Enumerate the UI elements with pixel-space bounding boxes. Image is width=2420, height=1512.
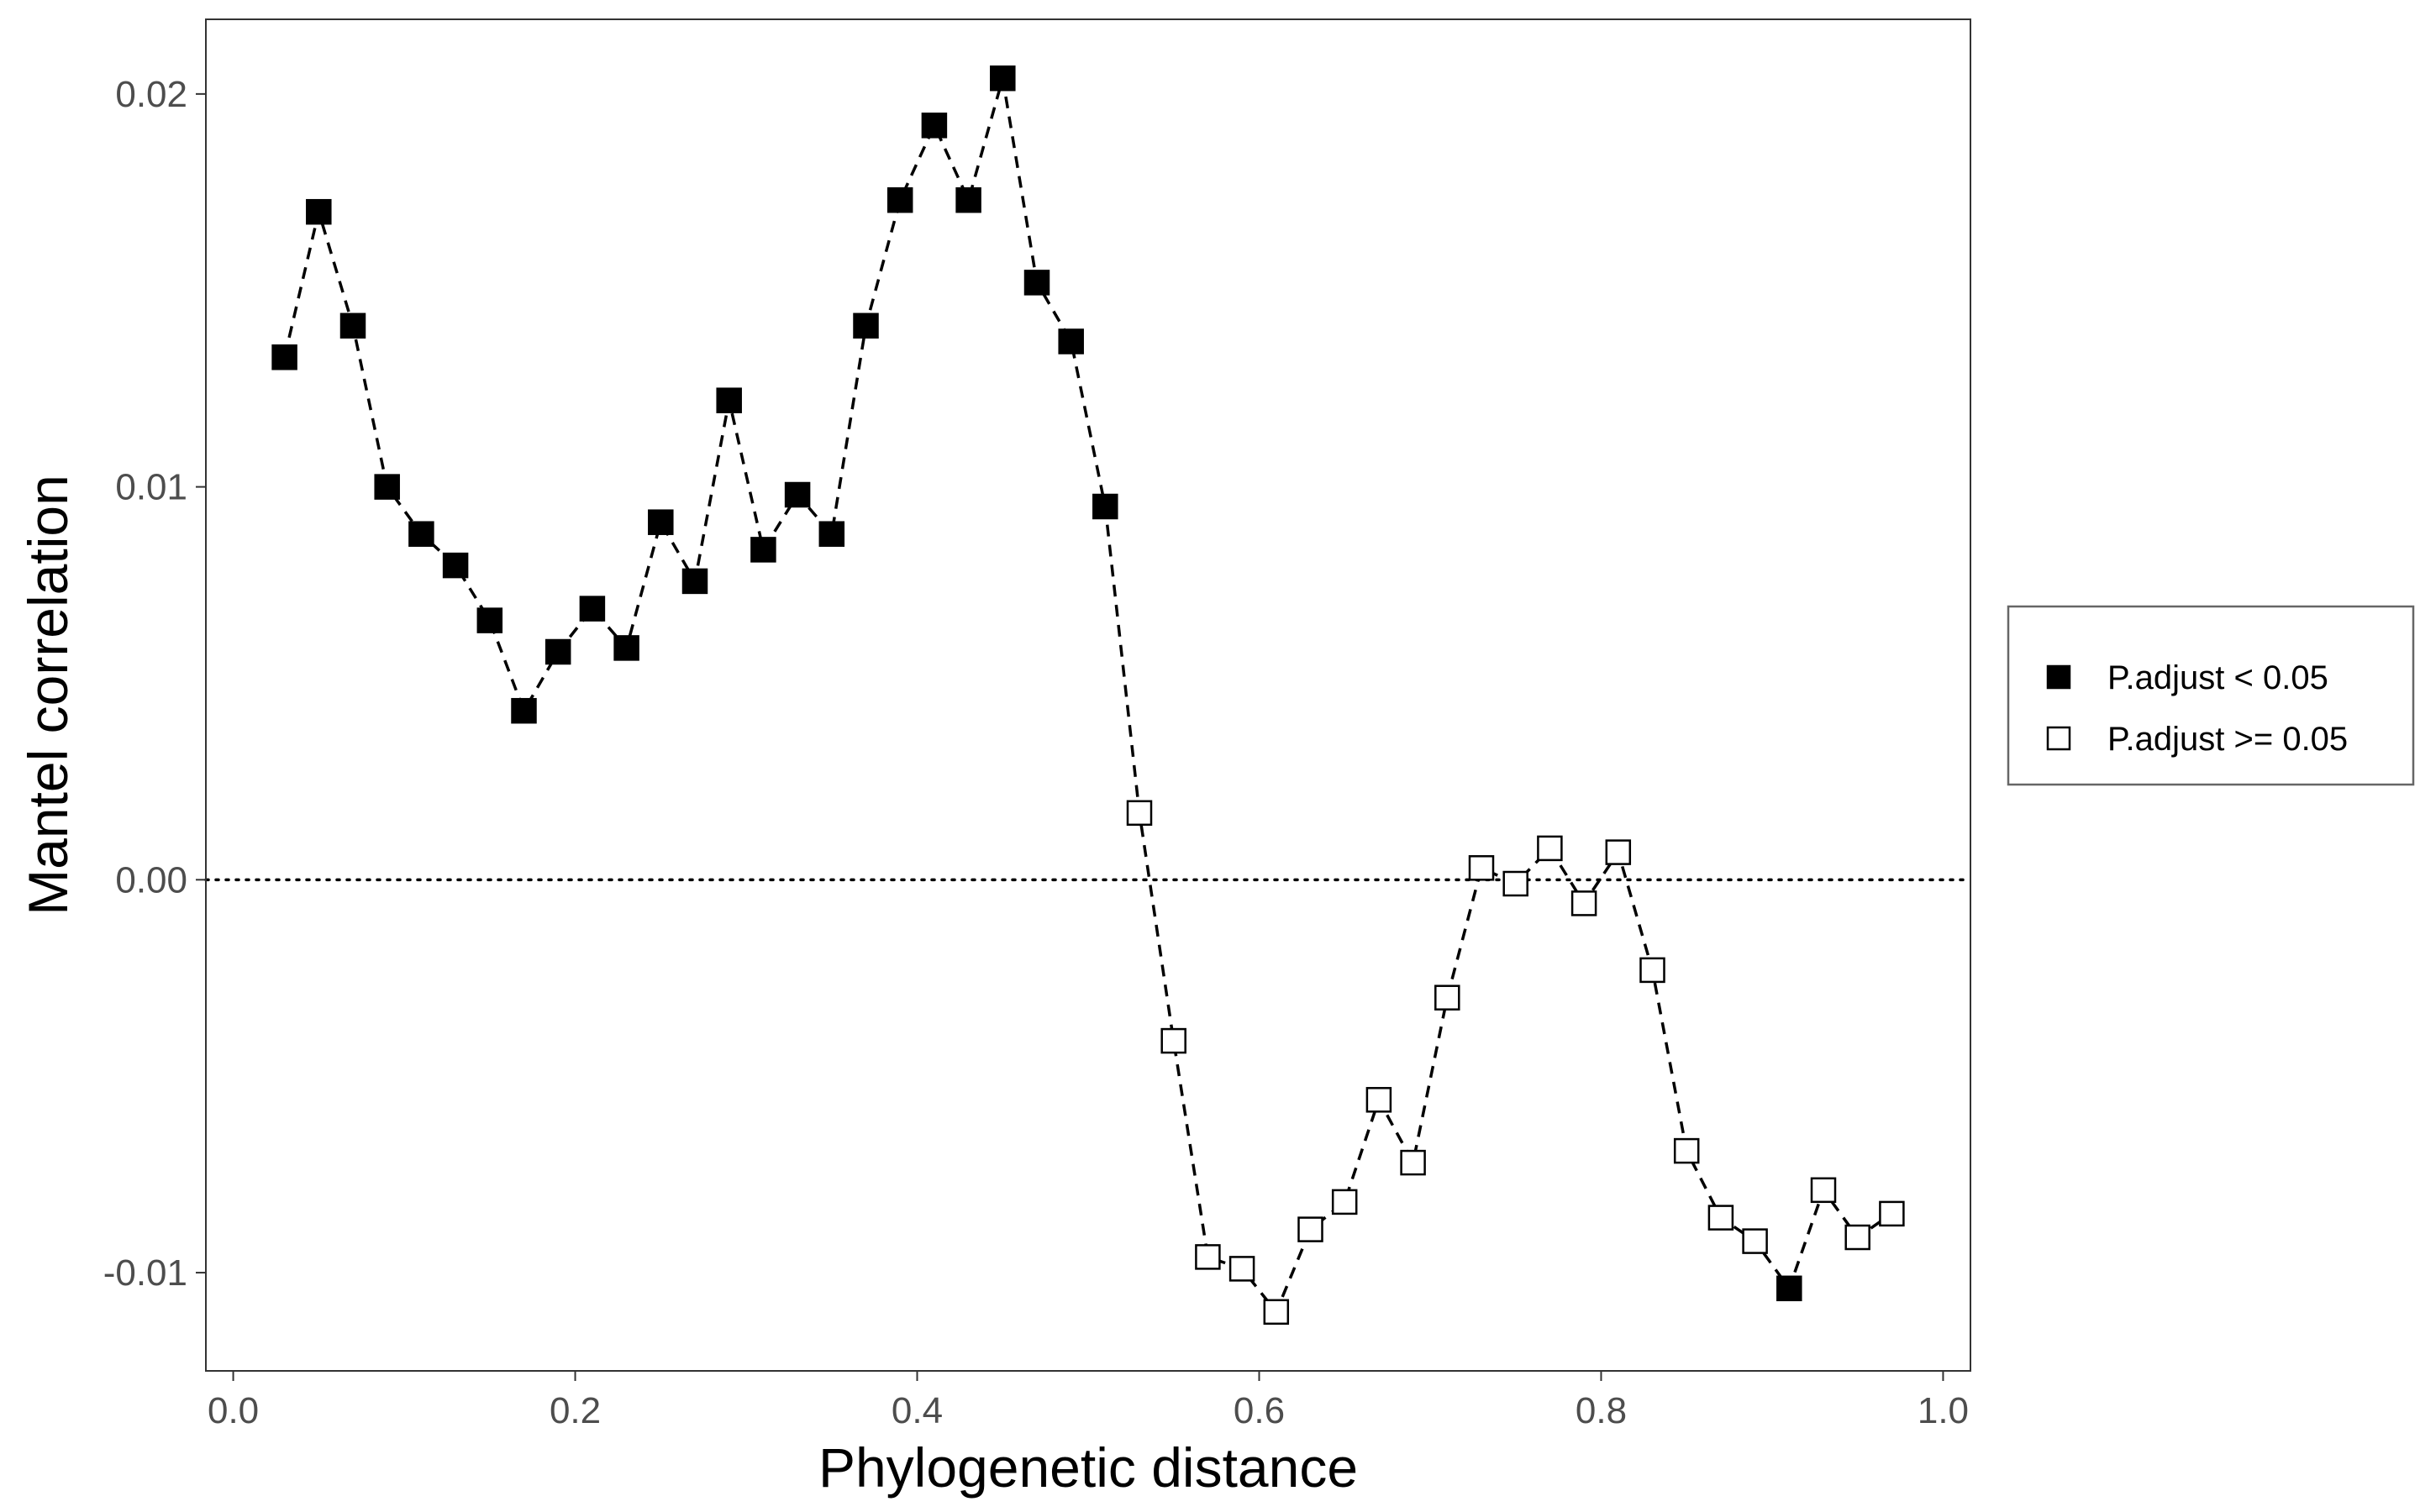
data-point-significant <box>544 638 571 665</box>
data-point-significant <box>374 474 400 500</box>
data-point-nonsignificant <box>1537 835 1563 862</box>
data-point-nonsignificant <box>1605 839 1632 865</box>
x-tick-label: 1.0 <box>1918 1390 1969 1431</box>
data-point-significant <box>271 344 297 370</box>
data-point-significant <box>955 186 981 213</box>
x-axis: 0.0 0.2 0.4 0.6 0.8 1.0 <box>208 1371 1969 1431</box>
data-point-nonsignificant <box>1844 1224 1870 1251</box>
data-point-significant <box>442 552 469 579</box>
data-point-significant <box>476 607 503 633</box>
data-point-significant <box>511 697 537 724</box>
data-point-significant <box>886 186 913 213</box>
data-point-significant <box>853 312 879 339</box>
data-point-nonsignificant <box>1879 1200 1905 1227</box>
data-point-nonsignificant <box>1297 1216 1323 1242</box>
data-point-significant <box>579 596 606 622</box>
data-point-significant <box>818 521 845 547</box>
data-point-significant <box>1092 493 1118 520</box>
data-point-nonsignificant <box>1639 957 1665 984</box>
data-point-significant <box>339 312 366 339</box>
x-tick-label: 0.4 <box>892 1390 943 1431</box>
data-point-nonsignificant <box>1468 855 1495 881</box>
data-point-significant <box>306 198 332 225</box>
data-point-nonsignificant <box>1673 1137 1700 1164</box>
legend-swatch-nonsignificant <box>2046 726 2071 751</box>
data-point-significant <box>750 537 776 563</box>
data-point-nonsignificant <box>1742 1228 1768 1254</box>
x-axis-title: Phylogenetic distance <box>818 1436 1358 1499</box>
plot-panel-border <box>205 18 1971 1372</box>
data-point-nonsignificant <box>1434 984 1460 1011</box>
legend-label: P.adjust >= 0.05 <box>2107 721 2348 758</box>
y-tick-label: 0.02 <box>115 74 187 115</box>
y-tick-label: 0.00 <box>115 859 187 900</box>
data-point-nonsignificant <box>1228 1256 1255 1282</box>
data-point-significant <box>613 635 639 661</box>
series-line <box>282 77 1893 1315</box>
data-point-significant <box>1776 1275 1802 1302</box>
data-point-nonsignificant <box>1160 1027 1186 1054</box>
x-tick-label: 0.2 <box>550 1390 601 1431</box>
data-point-significant <box>921 113 948 139</box>
data-point-significant <box>990 65 1016 92</box>
data-point-nonsignificant <box>1810 1177 1837 1204</box>
legend: P.adjust < 0.05 P.adjust >= 0.05 <box>2007 605 2415 786</box>
data-point-significant <box>1058 328 1084 354</box>
data-point-significant <box>408 521 434 547</box>
x-tick-label: 0.0 <box>208 1390 259 1431</box>
data-point-nonsignificant <box>1126 800 1153 827</box>
legend-swatch-significant <box>2046 664 2071 690</box>
data-point-nonsignificant <box>1570 890 1597 916</box>
data-point-nonsignificant <box>1331 1189 1358 1215</box>
data-point-significant <box>648 509 674 535</box>
y-tick-label: -0.01 <box>103 1252 187 1294</box>
series-line-group <box>282 77 1893 1315</box>
data-point-significant <box>716 387 742 413</box>
y-tick-label: 0.01 <box>115 467 187 508</box>
data-point-nonsignificant <box>1400 1149 1426 1176</box>
data-point-nonsignificant <box>1195 1244 1221 1270</box>
data-point-nonsignificant <box>1502 870 1528 897</box>
x-tick-label: 0.8 <box>1576 1390 1627 1431</box>
data-point-nonsignificant <box>1365 1087 1392 1113</box>
y-axis-title: Mantel correlation <box>17 475 79 916</box>
legend-box <box>2007 605 2415 786</box>
y-axis: -0.01 0.00 0.01 0.02 <box>103 74 206 1294</box>
data-point-nonsignificant <box>1263 1299 1290 1326</box>
data-point-significant <box>1023 270 1050 296</box>
series-points-group <box>271 65 1905 1326</box>
data-point-significant <box>681 568 708 595</box>
data-point-nonsignificant <box>1707 1205 1734 1231</box>
x-tick-label: 0.6 <box>1234 1390 1285 1431</box>
legend-label: P.adjust < 0.05 <box>2107 659 2328 696</box>
data-point-significant <box>784 481 811 508</box>
